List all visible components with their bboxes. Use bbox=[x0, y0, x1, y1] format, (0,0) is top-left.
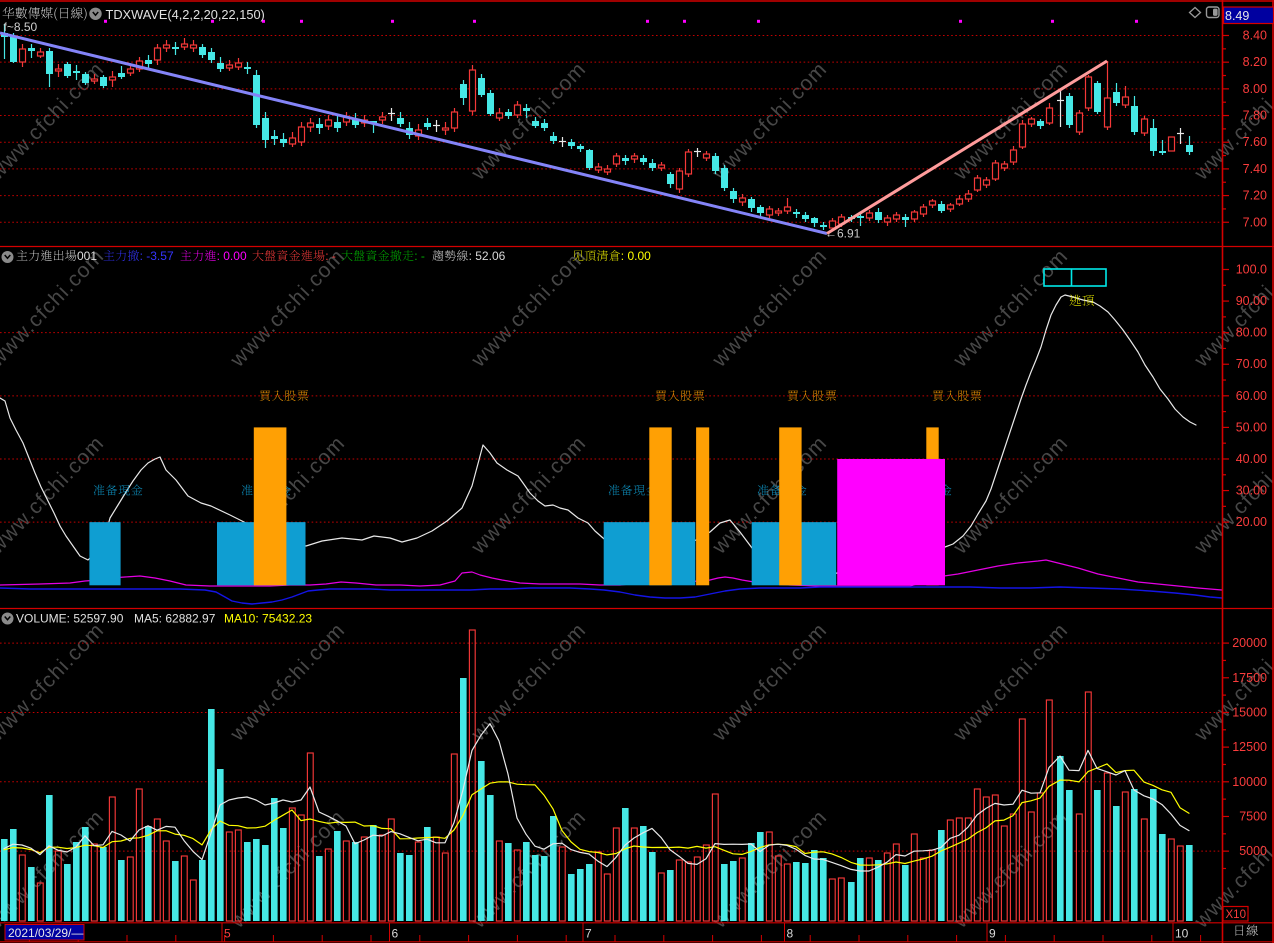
svg-text:: -: : - bbox=[414, 249, 425, 263]
svg-text:8.00: 8.00 bbox=[1243, 82, 1267, 96]
svg-text:MA5: 62882.97: MA5: 62882.97 bbox=[134, 612, 216, 626]
svg-text:: 0.00: : 0.00 bbox=[217, 249, 247, 263]
svg-text:2021/03/29/—: 2021/03/29/— bbox=[8, 926, 83, 940]
svg-text:40.00: 40.00 bbox=[1236, 452, 1267, 466]
svg-text:12500: 12500 bbox=[1232, 740, 1267, 754]
svg-text:f~8.50: f~8.50 bbox=[4, 20, 38, 34]
svg-text:X10: X10 bbox=[1226, 909, 1246, 921]
svg-text:8.49: 8.49 bbox=[1225, 9, 1249, 23]
svg-text:20.00: 20.00 bbox=[1236, 515, 1267, 529]
svg-text:5: 5 bbox=[224, 927, 231, 941]
svg-text:: 52.06: : 52.06 bbox=[469, 249, 506, 263]
svg-text:100.0: 100.0 bbox=[1236, 263, 1267, 277]
svg-text:←6.91: ←6.91 bbox=[825, 227, 861, 241]
svg-text:30.00: 30.00 bbox=[1236, 484, 1267, 498]
svg-text:7: 7 bbox=[585, 927, 592, 941]
svg-text:7.40: 7.40 bbox=[1243, 162, 1267, 176]
svg-text:50.00: 50.00 bbox=[1236, 420, 1267, 434]
svg-text:: -3.57: : -3.57 bbox=[140, 249, 174, 263]
svg-text:80.00: 80.00 bbox=[1236, 326, 1267, 340]
svg-text:8.20: 8.20 bbox=[1243, 55, 1267, 69]
svg-text:90.00: 90.00 bbox=[1236, 294, 1267, 308]
svg-text:60.00: 60.00 bbox=[1236, 389, 1267, 403]
svg-text:9: 9 bbox=[989, 927, 996, 941]
svg-text:7.80: 7.80 bbox=[1243, 109, 1267, 123]
svg-text:MA10: 75432.23: MA10: 75432.23 bbox=[224, 612, 312, 626]
svg-text:8.40: 8.40 bbox=[1243, 29, 1267, 43]
svg-text:: -: : - bbox=[325, 249, 336, 263]
svg-text:: 0.00: : 0.00 bbox=[621, 249, 651, 263]
svg-text:7.00: 7.00 bbox=[1243, 215, 1267, 229]
svg-text:001: 001 bbox=[77, 249, 97, 263]
svg-text:7500: 7500 bbox=[1239, 810, 1267, 824]
svg-text:VOLUME: 52597.90: VOLUME: 52597.90 bbox=[16, 612, 124, 626]
svg-text:7.60: 7.60 bbox=[1243, 135, 1267, 149]
svg-text:5000: 5000 bbox=[1239, 844, 1267, 858]
svg-text:7.20: 7.20 bbox=[1243, 189, 1267, 203]
svg-text:8: 8 bbox=[787, 927, 794, 941]
svg-text:20000: 20000 bbox=[1232, 636, 1267, 650]
svg-text:10: 10 bbox=[1175, 927, 1189, 941]
svg-text:17500: 17500 bbox=[1232, 671, 1267, 685]
svg-text:6: 6 bbox=[392, 927, 399, 941]
svg-text:TDXWAVE(4,2,2,20,22,150): TDXWAVE(4,2,2,20,22,150) bbox=[106, 7, 265, 22]
svg-text:70.00: 70.00 bbox=[1236, 357, 1267, 371]
svg-text:10000: 10000 bbox=[1232, 775, 1267, 789]
svg-text:15000: 15000 bbox=[1232, 706, 1267, 720]
